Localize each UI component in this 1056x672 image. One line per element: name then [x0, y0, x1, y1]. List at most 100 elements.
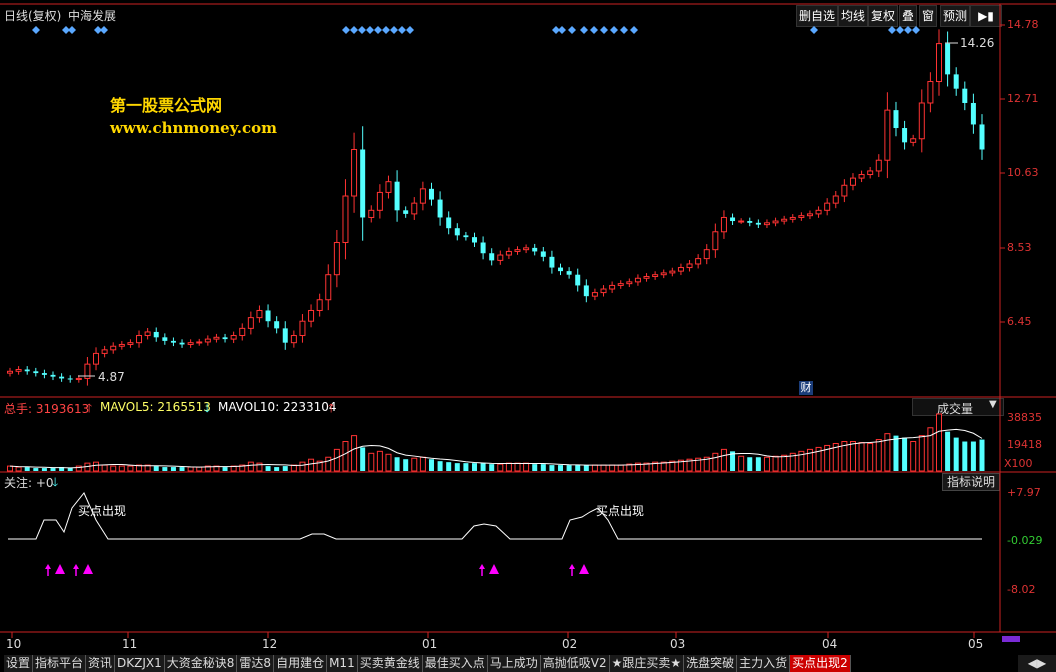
candle-body [669, 270, 676, 274]
volume-bar [600, 464, 607, 472]
volume-bar [24, 467, 30, 471]
volume-bar [282, 466, 288, 471]
indicator-tab[interactable]: 买点出现2 [790, 655, 851, 672]
candle-body [884, 109, 891, 161]
volume-bar [815, 446, 822, 472]
signal-diamond [568, 26, 576, 34]
volume-bar [652, 461, 659, 472]
volume-bar [755, 457, 761, 471]
indicator-tab[interactable]: 高抛低吸V2 [540, 655, 610, 672]
volume-bar [703, 456, 710, 472]
date-label: 01 [422, 637, 438, 651]
volume-bar [549, 465, 555, 471]
volume-bar [333, 448, 340, 472]
indicator-tab[interactable]: 马上成功 [487, 655, 541, 672]
candle-body [815, 209, 822, 215]
volume-bar [118, 465, 125, 472]
arrow-menu-icon[interactable]: ▶▮ [970, 5, 1002, 27]
indicator-tab[interactable]: M11 [327, 655, 358, 672]
volume-bar [222, 467, 228, 471]
window-button[interactable]: 窗 [919, 5, 938, 27]
indicator-tab[interactable]: 主力入货 [737, 655, 791, 672]
date-label: 11 [122, 637, 138, 651]
candle-body [695, 258, 702, 265]
candle-body [222, 337, 228, 340]
candle-body [712, 231, 719, 251]
adjust-price-button[interactable]: 复权 [868, 5, 899, 27]
candle-body [918, 102, 925, 140]
candle-body [849, 177, 856, 186]
indicator-tab[interactable]: 资讯 [86, 655, 116, 672]
candle-body [970, 102, 976, 125]
indicator-tab[interactable]: 大资金秘诀8 [164, 655, 238, 672]
chart-canvas[interactable] [0, 0, 1056, 655]
signal-diamond [552, 26, 560, 34]
volume-bar [695, 457, 702, 472]
candle-body [730, 217, 736, 222]
candle-body [935, 43, 942, 83]
indicator-tab[interactable]: DKZJX1 [115, 655, 165, 672]
volume-bar [463, 463, 469, 471]
indicator-label: +7.97 [1007, 486, 1041, 499]
signal-diamond [382, 26, 390, 34]
candle-body [437, 199, 443, 218]
volume-bar [575, 465, 581, 471]
volume-unit-label: X100 [1004, 457, 1033, 470]
volume-bar [935, 413, 942, 472]
indicator-tab[interactable]: 买卖黄金线 [357, 655, 423, 672]
forecast-button[interactable]: 预测 [940, 5, 971, 27]
volume-bar [308, 458, 315, 472]
volume-up-arrow: 🡑 [86, 401, 93, 415]
candle-body [239, 327, 246, 337]
remove-favorite-button[interactable]: 删自选 [796, 5, 839, 27]
volume-bar [763, 456, 770, 472]
candle-body [101, 349, 108, 354]
signal-diamond [358, 26, 366, 34]
candle-body [841, 184, 848, 197]
moving-average-button[interactable]: 均线 [838, 5, 869, 27]
candle-body [677, 267, 684, 272]
candle-body [403, 210, 409, 214]
indicator-tab[interactable]: ★跟庄买卖★ [609, 655, 685, 672]
candle-body [480, 242, 486, 254]
volume-bar [867, 442, 874, 472]
candle-body [419, 188, 426, 204]
indicator-tab[interactable]: 指标平台 [33, 655, 87, 672]
candle-body [59, 376, 65, 379]
volume-bar [446, 462, 452, 471]
buy-signal-arrow [45, 564, 51, 569]
volume-bar [591, 464, 598, 472]
candle-body [110, 345, 117, 351]
candle-body [316, 299, 323, 311]
candle-body [368, 209, 375, 218]
tab-scroll-arrows-icon[interactable]: ◀▶ [1018, 655, 1056, 672]
indicator-tab[interactable]: 设置 [4, 655, 34, 672]
volume-bar [411, 457, 418, 472]
date-label: 10 [6, 637, 22, 651]
overlay-button[interactable]: 叠 [899, 5, 918, 27]
candle-body [979, 124, 985, 150]
indicator-tab[interactable]: 自用建仓 [274, 655, 328, 672]
candle-body [867, 170, 874, 176]
volume-bar [720, 448, 727, 472]
candle-body [24, 369, 30, 372]
candle-body [600, 288, 607, 294]
mavol-line [9, 428, 983, 469]
candle-body [290, 335, 297, 344]
indicator-help-button[interactable]: 指标说明 [942, 473, 1001, 491]
candle-body [532, 247, 538, 252]
signal-diamond [100, 26, 108, 34]
indicator-tab[interactable]: 最佳买入点 [422, 655, 488, 672]
volume-bar [41, 468, 47, 471]
candle-body [962, 88, 968, 103]
date-label: 04 [822, 637, 838, 651]
volume-selector[interactable]: 成交量 ▼ [912, 398, 1004, 416]
indicator-tab[interactable]: 洗盘突破 [684, 655, 738, 672]
candle-body [643, 275, 650, 279]
financial-event-marker[interactable]: 财 [799, 381, 813, 395]
volume-bar [179, 467, 185, 471]
candle-body [591, 292, 598, 297]
candle-body [162, 337, 168, 341]
volume-bar [832, 442, 839, 472]
indicator-tab[interactable]: 雷达8 [237, 655, 275, 672]
